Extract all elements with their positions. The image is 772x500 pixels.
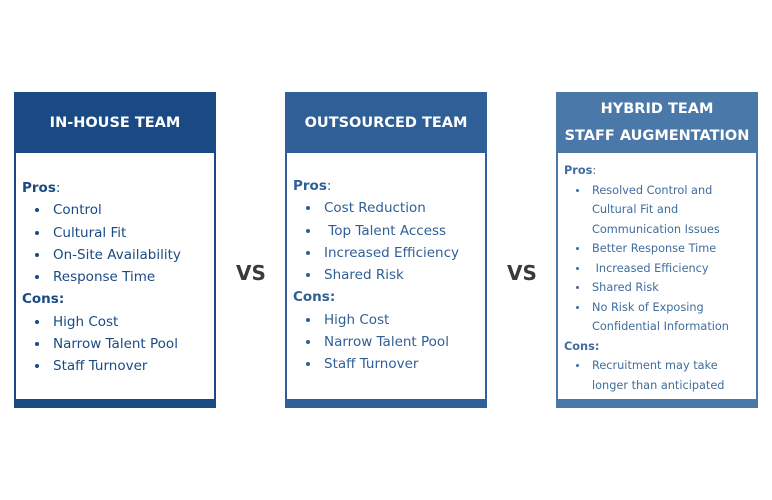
in-house-team-header: IN-HOUSE TEAM (16, 92, 214, 153)
list-item: Cost Reduction (293, 197, 485, 219)
hybrid-team-header: HYBRID TEAM STAFF AUGMENTATION (558, 92, 756, 153)
pros-heading: Pros: (293, 178, 332, 194)
list-item: Narrow Talent Pool (22, 333, 214, 355)
card-body: Pros: Control Cultural Fit On-Site Avail… (16, 153, 214, 378)
list-item: Increased Efficiency (564, 259, 756, 279)
list-item: Resolved Control and Cultural Fit and Co… (564, 181, 756, 240)
list-item: Recruitment may take longer than anticip… (564, 356, 756, 395)
card-title: OUTSOURCED TEAM (304, 114, 468, 131)
cons-list: High Cost Narrow Talent Pool Staff Turno… (22, 311, 214, 378)
outsourced-team-card: OUTSOURCED TEAM Pros: Cost Reduction Top… (285, 92, 487, 408)
list-item: Better Response Time (564, 239, 756, 259)
list-item: Control (22, 199, 214, 221)
card-title-line1: HYBRID TEAM (600, 100, 714, 117)
pros-list: Resolved Control and Cultural Fit and Co… (564, 181, 756, 337)
list-item: Staff Turnover (293, 353, 485, 375)
cons-list: Recruitment may take longer than anticip… (564, 356, 756, 395)
list-item: Response Time (22, 266, 214, 288)
cons-heading: Cons: (22, 291, 65, 308)
list-item: Shared Risk (564, 278, 756, 298)
card-body: Pros: Resolved Control and Cultural Fit … (558, 153, 756, 395)
list-item: High Cost (293, 309, 485, 331)
card-title: IN-HOUSE TEAM (49, 114, 181, 131)
cons-list: High Cost Narrow Talent Pool Staff Turno… (293, 309, 485, 376)
card-footer-bar (16, 399, 214, 408)
list-item: Narrow Talent Pool (293, 331, 485, 353)
list-item: Top Talent Access (293, 220, 485, 242)
list-item: Shared Risk (293, 264, 485, 286)
in-house-team-card: IN-HOUSE TEAM Pros: Control Cultural Fit… (14, 92, 216, 408)
cons-heading: Cons: (293, 289, 336, 306)
pros-heading: Pros: (22, 180, 61, 196)
list-item: High Cost (22, 311, 214, 333)
card-title-line2: STAFF AUGMENTATION (564, 127, 750, 144)
card-footer-bar (287, 399, 485, 408)
list-item: Increased Efficiency (293, 242, 485, 264)
card-footer-bar (558, 399, 756, 408)
outsourced-team-header: OUTSOURCED TEAM (287, 92, 485, 153)
vs-label: VS (507, 261, 537, 285)
pros-list: Control Cultural Fit On-Site Availabilit… (22, 199, 214, 288)
list-item: On-Site Availability (22, 244, 214, 266)
card-body: Pros: Cost Reduction Top Talent Access I… (287, 153, 485, 376)
list-item: No Risk of Exposing Confidential Informa… (564, 298, 756, 337)
pros-list: Cost Reduction Top Talent Access Increas… (293, 197, 485, 286)
list-item: Staff Turnover (22, 355, 214, 377)
pros-heading: Pros: (564, 164, 597, 177)
vs-label: VS (236, 261, 266, 285)
list-item: Cultural Fit (22, 222, 214, 244)
hybrid-team-card: HYBRID TEAM STAFF AUGMENTATION Pros: Res… (556, 92, 758, 408)
cons-heading: Cons: (564, 339, 600, 353)
